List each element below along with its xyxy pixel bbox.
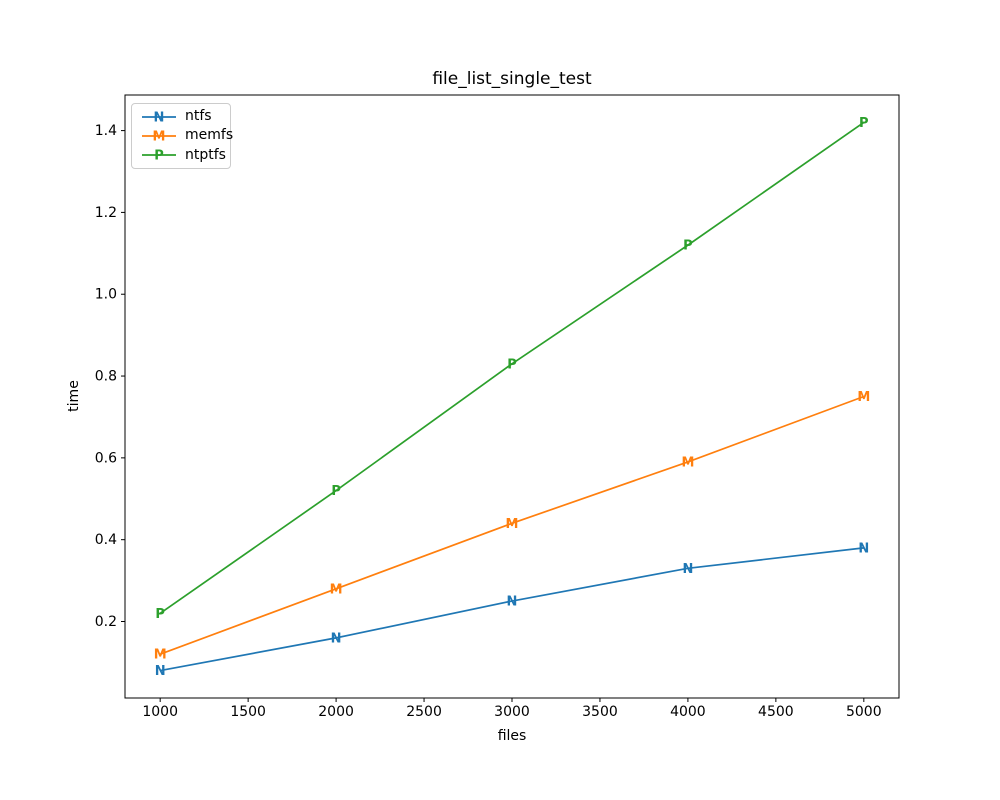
- y-tick-label: 0.4: [95, 532, 117, 548]
- y-axis-label: time: [66, 380, 82, 412]
- x-tick-label: 2000: [318, 704, 354, 720]
- x-tick-label: 3500: [582, 704, 618, 720]
- x-tick-label: 1500: [230, 704, 266, 720]
- x-tick-label: 4500: [758, 704, 794, 720]
- series-marker-memfs: M: [330, 582, 343, 597]
- legend-marker-letter: N: [154, 110, 165, 125]
- series-marker-ntfs: N: [331, 631, 342, 646]
- axes-frame: [124, 94, 900, 699]
- x-tick-label: 5000: [846, 704, 882, 720]
- y-tick-label: 1.2: [95, 205, 117, 221]
- series-marker-memfs: M: [506, 517, 519, 532]
- series-marker-ntptfs: P: [155, 607, 165, 622]
- legend-label: memfs: [185, 127, 234, 144]
- series-marker-ntptfs: P: [331, 484, 341, 499]
- series-marker-ntfs: N: [507, 595, 518, 610]
- series-marker-ntfs: N: [682, 562, 693, 577]
- legend-line-marker-icon: P: [142, 149, 176, 164]
- legend-label: ntptfs: [185, 146, 226, 163]
- series-marker-ntfs: N: [155, 664, 166, 679]
- legend-line-marker-icon: N: [142, 110, 176, 125]
- series-marker-ntfs: N: [858, 541, 869, 556]
- y-tick-label: 1.4: [95, 123, 117, 139]
- x-tick-label: 3000: [494, 704, 530, 720]
- y-tick-label: 0.6: [95, 450, 117, 466]
- chart-title: file_list_single_test: [432, 69, 592, 89]
- legend-marker-letter: P: [154, 149, 164, 164]
- legend-line-marker-icon: M: [142, 129, 176, 144]
- series-marker-ntptfs: P: [859, 116, 869, 131]
- legend-label: ntfs: [185, 108, 212, 125]
- series-marker-memfs: M: [857, 390, 870, 405]
- series-marker-ntptfs: P: [683, 239, 693, 254]
- y-tick-label: 1.0: [95, 287, 117, 303]
- x-tick-label: 4000: [670, 704, 706, 720]
- x-tick-label: 2500: [406, 704, 442, 720]
- y-tick-label: 0.8: [95, 369, 117, 385]
- x-tick-label: 1000: [142, 704, 178, 720]
- series-marker-memfs: M: [681, 455, 694, 470]
- series-marker-ntptfs: P: [507, 357, 517, 372]
- series-line-ntptfs: [159, 121, 865, 615]
- series-marker-memfs: M: [154, 648, 167, 663]
- series-line-ntfs: [160, 547, 864, 672]
- x-axis-label: files: [498, 728, 527, 744]
- series-line-memfs: [159, 395, 865, 656]
- legend-marker-letter: M: [153, 129, 166, 144]
- y-tick-label: 0.2: [95, 614, 117, 630]
